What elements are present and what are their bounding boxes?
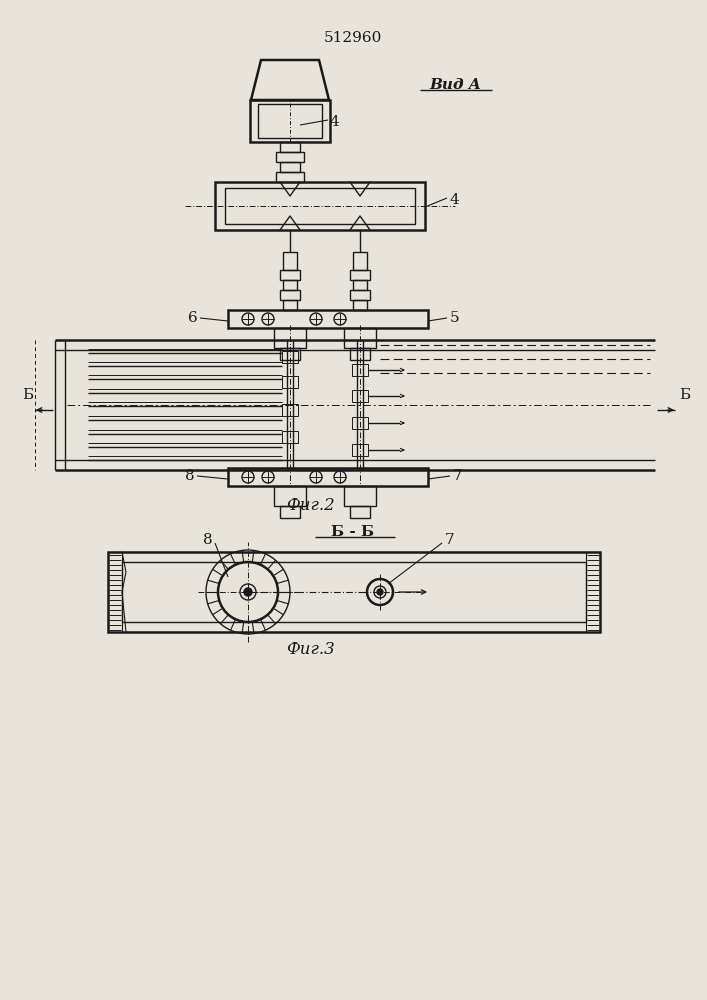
Bar [344, 486, 376, 506]
Bar [274, 328, 306, 348]
Bar [282, 351, 298, 363]
Bar [274, 486, 306, 506]
Text: Фиг.2: Фиг.2 [286, 497, 334, 514]
Bar [350, 290, 370, 300]
Bar [122, 562, 586, 622]
Bar [276, 152, 304, 162]
Text: 8: 8 [203, 533, 213, 547]
Bar [282, 404, 298, 416]
Bar [353, 252, 367, 270]
Bar [353, 280, 367, 290]
Bar [344, 328, 376, 348]
Bar [228, 310, 428, 328]
Bar [282, 376, 298, 388]
Bar [352, 364, 368, 376]
Bar [280, 290, 300, 300]
Text: Б: Б [22, 388, 33, 402]
Bar [280, 270, 300, 280]
Bar [276, 172, 304, 182]
Circle shape [244, 588, 252, 596]
Text: Б: Б [679, 388, 690, 402]
Bar [280, 142, 300, 152]
Bar [228, 468, 428, 486]
Bar [353, 300, 367, 310]
Bar [250, 100, 330, 142]
Text: 8: 8 [185, 469, 195, 483]
Text: 5: 5 [450, 311, 460, 325]
Bar [350, 348, 370, 360]
Text: 7: 7 [453, 469, 462, 483]
Bar [352, 444, 368, 456]
Bar [283, 252, 297, 270]
Text: Вид A: Вид A [429, 78, 481, 92]
Text: 7: 7 [445, 533, 455, 547]
Bar [258, 104, 322, 138]
Bar [352, 417, 368, 429]
Bar [352, 390, 368, 402]
Text: 6: 6 [188, 311, 198, 325]
Bar [108, 552, 600, 632]
Text: 4: 4 [330, 115, 340, 129]
Circle shape [377, 589, 383, 595]
Bar [280, 162, 300, 172]
Bar [225, 188, 415, 224]
Text: Б - Б: Б - Б [332, 525, 375, 539]
Bar [282, 431, 298, 443]
Bar [350, 506, 370, 518]
Bar [280, 348, 300, 360]
Bar [280, 506, 300, 518]
Bar [283, 300, 297, 310]
Text: 512960: 512960 [324, 31, 382, 45]
Bar [283, 280, 297, 290]
Text: Фиг.3: Фиг.3 [286, 642, 334, 658]
Bar [350, 270, 370, 280]
Bar [215, 182, 425, 230]
Text: 4: 4 [450, 193, 460, 207]
